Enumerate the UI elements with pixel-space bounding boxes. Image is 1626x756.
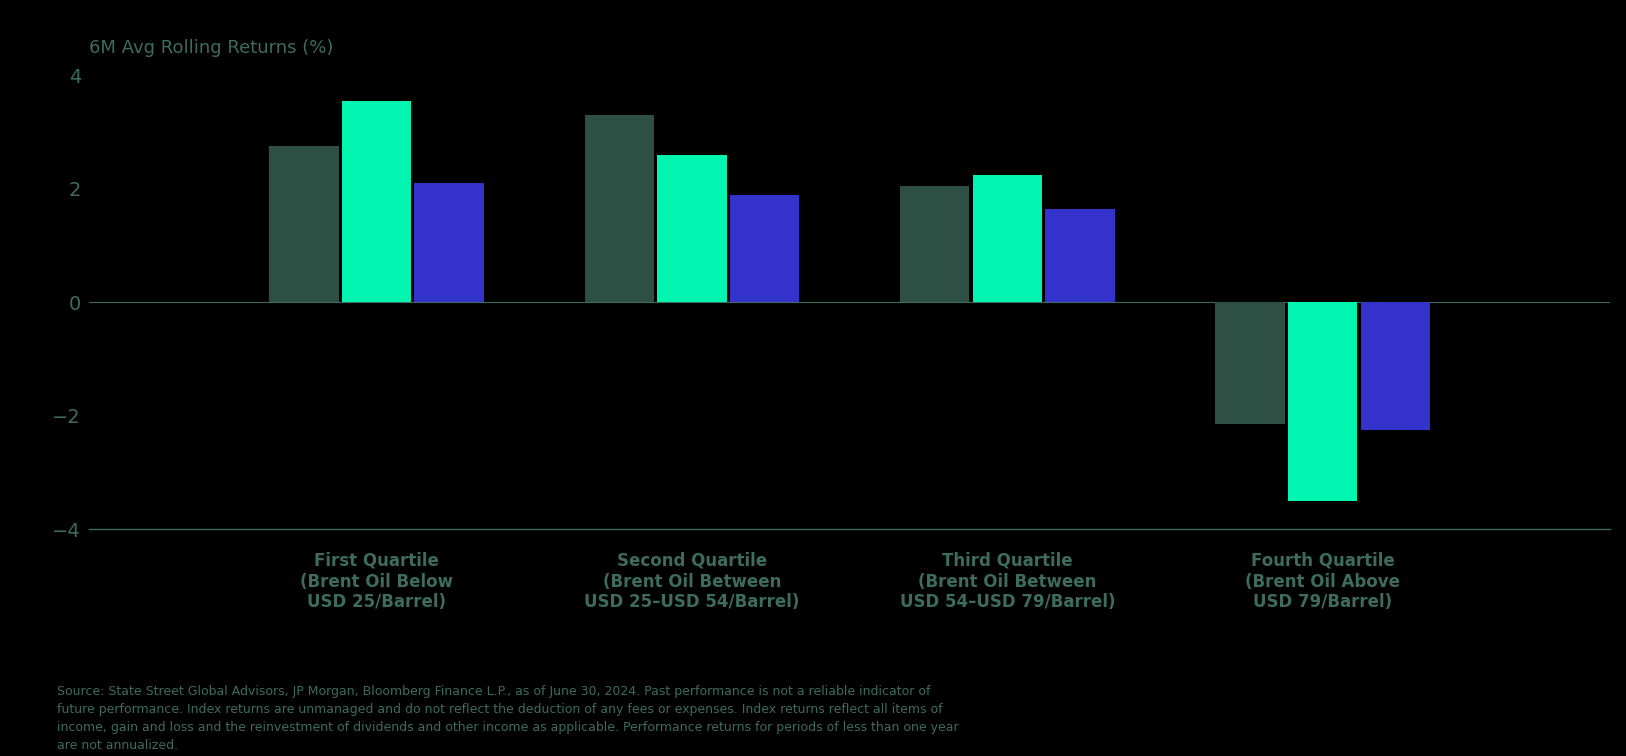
Bar [1046,209,1114,302]
Bar [270,147,338,302]
Bar [972,175,1042,302]
Bar [415,183,483,302]
Text: Fourth Quartile
(Brent Oil Above
USD 79/Barrel): Fourth Quartile (Brent Oil Above USD 79/… [1246,552,1400,612]
Text: 6M Avg Rolling Returns (%): 6M Avg Rolling Returns (%) [89,39,333,57]
Text: Source: State Street Global Advisors, JP Morgan, Bloomberg Finance L.P., as of J: Source: State Street Global Advisors, JP… [57,685,959,752]
Text: Second Quartile
(Brent Oil Between
USD 25–USD 54/Barrel): Second Quartile (Brent Oil Between USD 2… [584,552,800,612]
Bar [1288,302,1358,501]
Bar [901,186,969,302]
Text: First Quartile
(Brent Oil Below
USD 25/Barrel): First Quartile (Brent Oil Below USD 25/B… [299,552,454,612]
Bar [730,194,798,302]
Bar [341,101,411,302]
Text: Third Quartile
(Brent Oil Between
USD 54–USD 79/Barrel): Third Quartile (Brent Oil Between USD 54… [899,552,1115,612]
Bar [1361,302,1429,430]
Bar [585,115,654,302]
Bar [1216,302,1285,424]
Bar [657,155,727,302]
